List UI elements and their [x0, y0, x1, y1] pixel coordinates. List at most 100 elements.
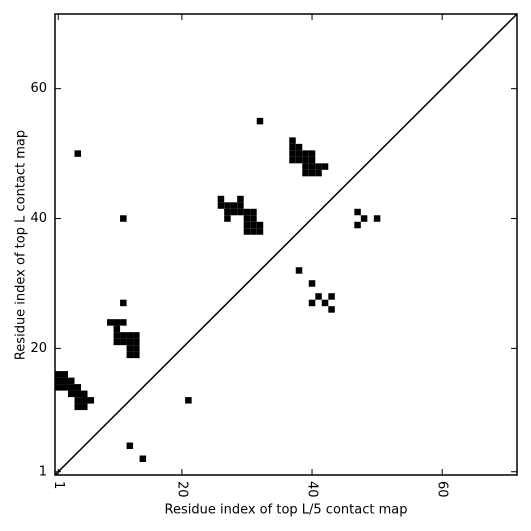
contact-point [224, 215, 231, 222]
contact-point [315, 163, 322, 170]
contact-point [81, 403, 88, 411]
contact-point [308, 299, 316, 307]
contact-point [120, 319, 127, 326]
contact-point [113, 325, 121, 333]
x-tick-label: 1 [51, 481, 66, 489]
contact-point [302, 169, 309, 177]
contact-point [55, 371, 62, 378]
contact-point [224, 208, 231, 216]
contact-point [328, 293, 335, 300]
x-tick-label: 20 [174, 481, 189, 498]
contact-point [302, 156, 309, 164]
contact-point [55, 377, 62, 385]
contact-point [139, 455, 147, 463]
contact-point [321, 299, 329, 307]
contact-point [295, 267, 303, 274]
contact-point [217, 195, 225, 203]
contact-point [237, 195, 244, 203]
contact-point [61, 371, 69, 378]
contact-point [126, 345, 134, 352]
contact-point [81, 390, 88, 398]
contact-point [185, 397, 192, 404]
contact-point [243, 215, 251, 222]
contact-point [55, 384, 62, 391]
contact-point [81, 397, 88, 404]
contact-point [295, 143, 303, 151]
contact-point [315, 169, 322, 177]
y-tick-label: 60 [30, 81, 47, 96]
contact-point [126, 442, 134, 450]
contact-point [295, 150, 303, 157]
contact-point [256, 228, 264, 235]
contact-point [243, 228, 251, 235]
contact-point [68, 390, 75, 398]
contact-point [87, 397, 95, 404]
contact-point [360, 215, 368, 222]
contact-point [74, 397, 82, 404]
contact-point [243, 221, 251, 229]
contact-point [373, 215, 381, 222]
contact-point [321, 163, 329, 170]
x-tick-label: 40 [305, 481, 320, 498]
contact-point [256, 221, 264, 229]
contact-point [295, 156, 303, 164]
contact-point [328, 306, 335, 313]
contact-point [250, 215, 257, 222]
contact-point [250, 228, 257, 235]
contact-point [74, 390, 82, 398]
contact-point [302, 150, 309, 157]
contact-point [113, 332, 121, 339]
contact-point [68, 384, 75, 391]
contact-point [308, 169, 316, 177]
contact-point [224, 202, 231, 209]
contact-point [126, 332, 134, 339]
contact-point [113, 319, 121, 326]
contact-point [61, 377, 69, 385]
x-axis-label: Residue index of top L/5 contact map [165, 503, 408, 518]
contact-point [315, 293, 322, 300]
contact-point [308, 156, 316, 164]
contact-point [120, 215, 127, 222]
contact-point [308, 280, 316, 287]
contact-point [133, 345, 140, 352]
contact-point [107, 319, 114, 326]
diagonal-line [54, 13, 518, 476]
contact-point [237, 208, 244, 216]
contact-point [230, 202, 238, 209]
contact-point [250, 221, 257, 229]
contact-point [289, 143, 296, 151]
y-tick-label: 20 [30, 341, 47, 356]
contact-point [126, 351, 134, 359]
contact-point [133, 351, 140, 359]
contact-point [217, 202, 225, 209]
contact-point [74, 403, 82, 411]
contact-point [237, 202, 244, 209]
contact-point [133, 338, 140, 346]
contact-point [308, 150, 316, 157]
contact-point [74, 384, 82, 391]
x-tick-label: 60 [435, 481, 450, 498]
contact-point [289, 150, 296, 157]
contact-point [68, 377, 75, 385]
contact-point [133, 332, 140, 339]
contact-point [61, 384, 69, 391]
contact-point [126, 338, 134, 346]
y-tick-label: 1 [39, 464, 47, 479]
contact-point [230, 208, 238, 216]
contact-point [113, 338, 121, 346]
contact-point [289, 156, 296, 164]
contact-point [243, 208, 251, 216]
contact-point [354, 208, 361, 216]
contact-point [120, 338, 127, 346]
contact-point [289, 137, 296, 144]
y-tick-label: 40 [30, 211, 47, 226]
contact-point [120, 299, 127, 307]
contact-point [256, 117, 264, 125]
contact-point [302, 163, 309, 170]
contact-point [120, 332, 127, 339]
y-axis-label: Residue index of top L contact map [14, 130, 29, 360]
contact-point [308, 163, 316, 170]
contact-point [74, 150, 82, 157]
